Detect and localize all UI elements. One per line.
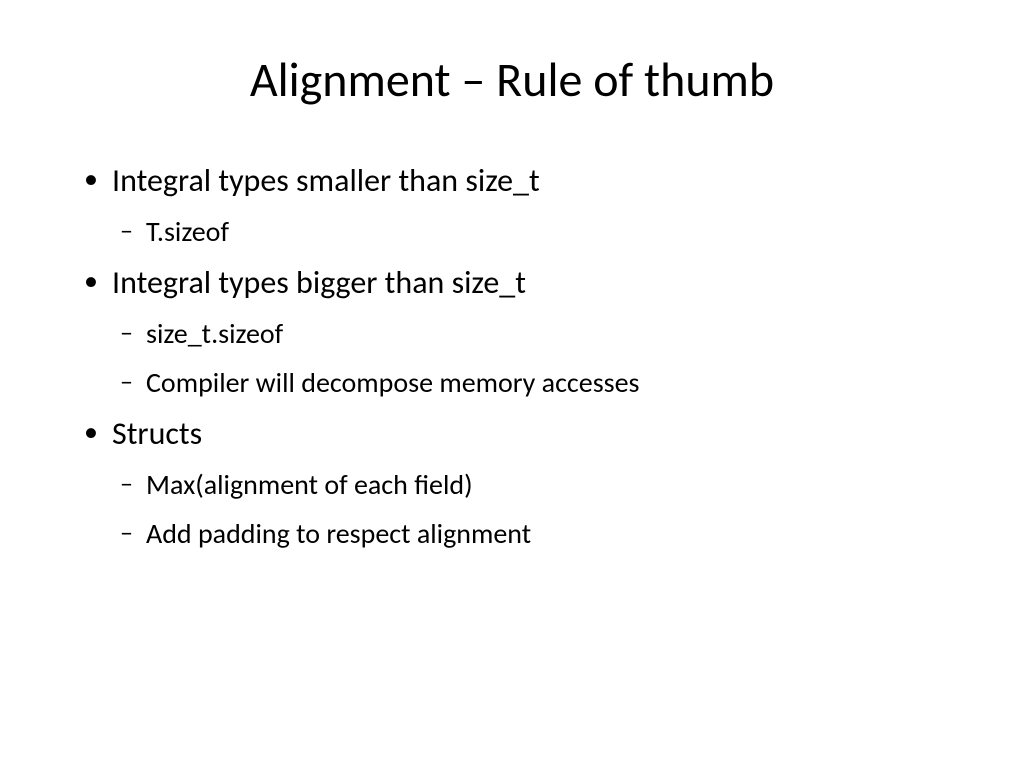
bullet-item: Integral types bigger than size_t size_t… (80, 261, 954, 402)
bullet-list-level1: Integral types smaller than size_t T.siz… (80, 159, 954, 553)
slide-title: Alignment – Rule of thumb (70, 50, 954, 109)
bullet-text: Structs (112, 414, 202, 453)
bullet-list-level2: size_t.sizeof Compiler will decompose me… (112, 314, 954, 402)
sub-bullet-text: T.sizeof (146, 214, 229, 249)
bullet-item: Structs Max(alignment of each field) Add… (80, 412, 954, 553)
slide-content: Integral types smaller than size_t T.siz… (70, 159, 954, 553)
bullet-text: Integral types smaller than size_t (112, 161, 540, 200)
bullet-text: Integral types bigger than size_t (112, 263, 526, 302)
sub-bullet-text: Compiler will decompose memory accesses (146, 365, 640, 400)
bullet-item: Integral types smaller than size_t T.siz… (80, 159, 954, 251)
sub-bullet-text: Add padding to respect alignment (146, 516, 531, 551)
sub-bullet-text: size_t.sizeof (146, 316, 283, 351)
sub-bullet-item: Compiler will decompose memory accesses (118, 363, 954, 402)
slide-container: Alignment – Rule of thumb Integral types… (0, 0, 1024, 768)
bullet-list-level2: Max(alignment of each field) Add padding… (112, 465, 954, 553)
sub-bullet-item: Max(alignment of each field) (118, 465, 954, 504)
sub-bullet-text: Max(alignment of each field) (146, 467, 473, 502)
sub-bullet-item: T.sizeof (118, 212, 954, 251)
sub-bullet-item: Add padding to respect alignment (118, 514, 954, 553)
sub-bullet-item: size_t.sizeof (118, 314, 954, 353)
bullet-list-level2: T.sizeof (112, 212, 954, 251)
